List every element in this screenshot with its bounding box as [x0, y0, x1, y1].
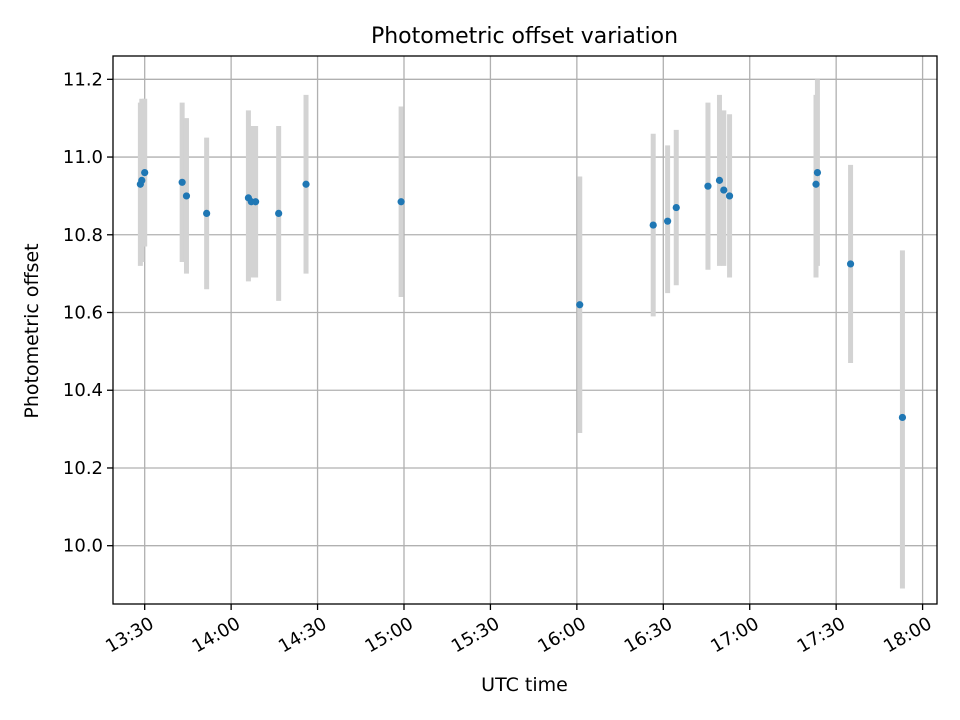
y-tick-label: 11.0	[63, 147, 103, 168]
data-point	[720, 186, 728, 194]
point-layer	[136, 168, 907, 422]
y-tick-label: 10.0	[63, 536, 103, 557]
data-point	[182, 192, 191, 200]
y-axis-label: Photometric offset	[21, 243, 43, 418]
data-point	[275, 209, 283, 218]
data-point	[846, 260, 855, 268]
y-tick-label: 11.2	[63, 69, 103, 90]
data-point	[178, 178, 186, 186]
data-point	[664, 217, 672, 225]
data-point	[138, 176, 146, 184]
y-tick-label: 10.6	[63, 303, 103, 324]
data-point	[898, 413, 907, 422]
data-point	[812, 180, 820, 188]
data-point	[252, 198, 260, 206]
data-point	[704, 182, 712, 190]
data-point	[725, 192, 734, 200]
data-point	[672, 203, 680, 212]
chart-title: Photometric offset variation	[371, 24, 678, 49]
data-point	[397, 198, 405, 206]
data-point	[576, 301, 584, 309]
data-point	[813, 168, 822, 177]
x-axis-label: UTC time	[481, 674, 568, 696]
y-tick-label: 10.4	[63, 380, 103, 401]
data-point	[649, 221, 657, 229]
y-tick-label: 10.8	[63, 225, 103, 246]
data-point	[141, 168, 149, 177]
plot-frame	[112, 55, 938, 605]
data-point	[203, 209, 211, 218]
data-point	[715, 176, 724, 184]
y-tick-label: 10.2	[63, 458, 103, 479]
data-point	[302, 180, 310, 188]
